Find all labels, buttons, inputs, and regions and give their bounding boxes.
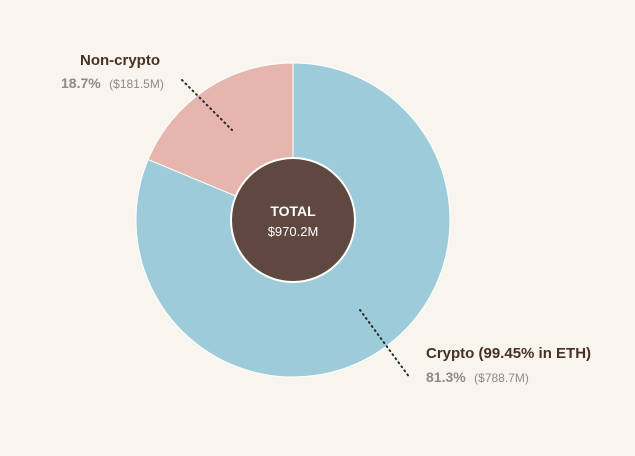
center-total-disc [230, 157, 356, 283]
non-crypto-label: Non-crypto [80, 52, 160, 69]
slice-crypto [135, 62, 451, 378]
non-crypto-amount: ($181.5M) [109, 77, 164, 91]
crypto-leader-line [359, 309, 411, 379]
non-crypto-percent-line: 18.7% ($181.5M) [61, 75, 164, 92]
center-total-title: TOTAL [270, 203, 316, 219]
center-total-value: $970.2M [268, 224, 319, 239]
crypto-percent-line: 81.3% ($788.7M) [426, 369, 529, 386]
crypto-label: Crypto (99.45% in ETH) [426, 345, 591, 362]
non-crypto-percent: 18.7% [61, 75, 101, 91]
crypto-amount: ($788.7M) [474, 371, 529, 385]
non-crypto-leader-line [181, 79, 233, 131]
crypto-percent: 81.3% [426, 369, 466, 385]
